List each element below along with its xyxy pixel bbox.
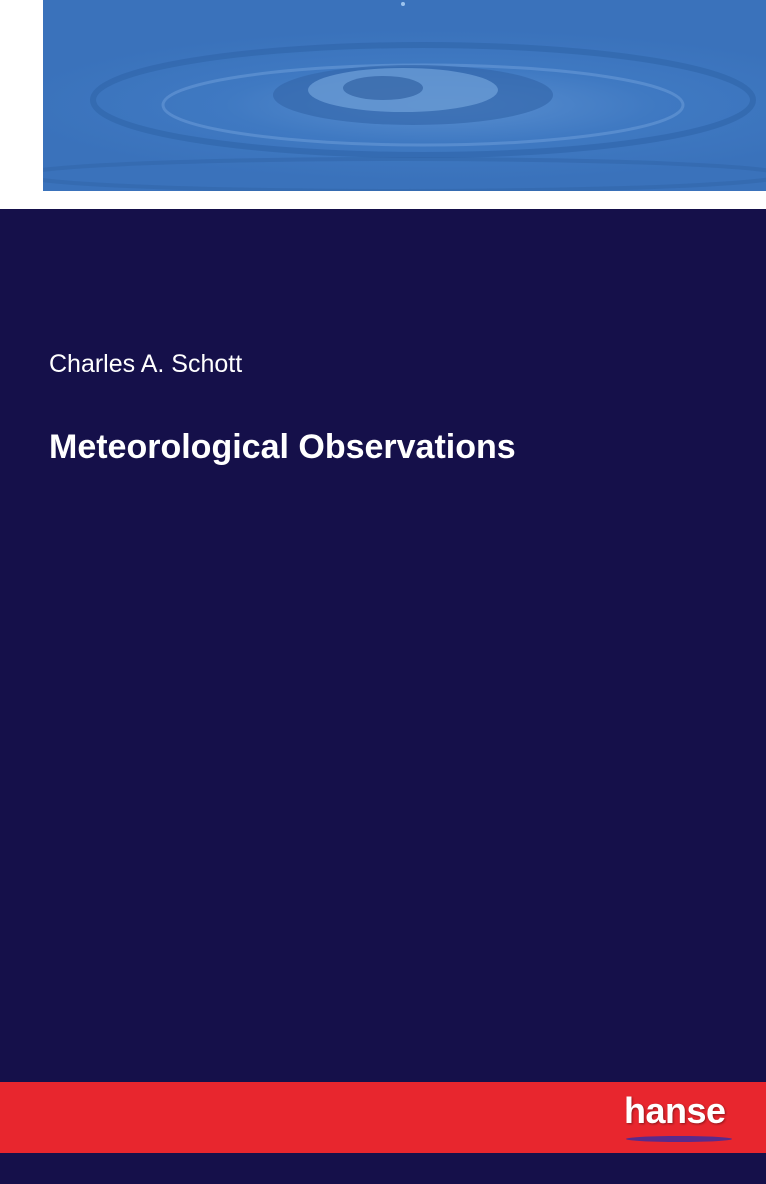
- cover-photo-water-splash: [43, 0, 766, 191]
- water-ripple-illustration: [43, 2, 766, 191]
- publisher-band: [0, 1082, 766, 1153]
- publisher-logo: hanse: [624, 1090, 726, 1131]
- cover-background: [0, 209, 766, 1184]
- book-title: Meteorological Observations: [49, 428, 516, 466]
- author-name: Charles A. Schott: [49, 350, 243, 378]
- logo-swoosh: [626, 1136, 732, 1142]
